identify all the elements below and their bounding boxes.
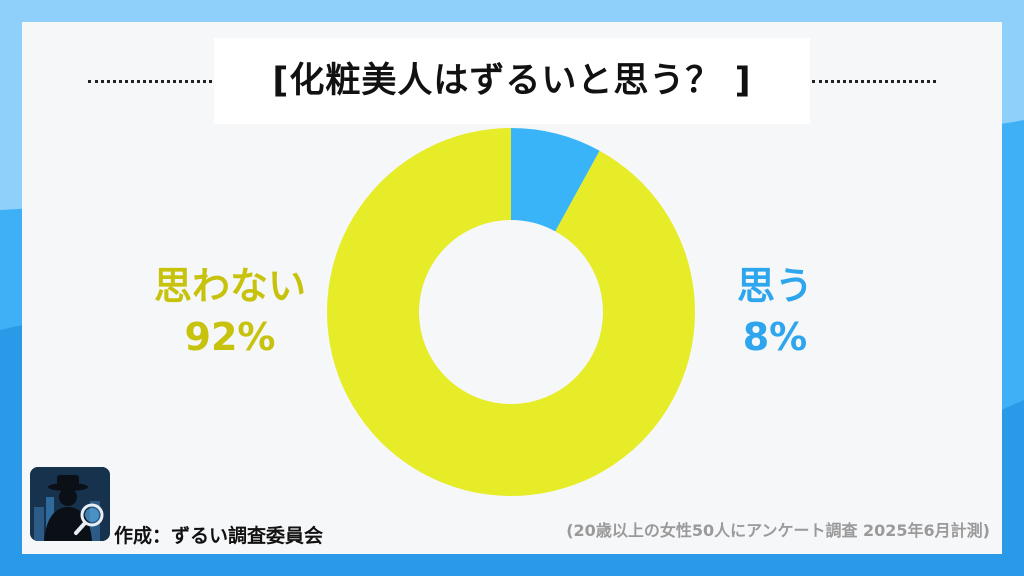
survey-note: (20歳以上の女性50人にアンケート調査 2025年6月計測) [566, 521, 990, 540]
credit-text: 作成：ずるい調査委員会 [114, 525, 324, 547]
slice-no [327, 128, 695, 496]
slice-label-yes-percent: 8% [742, 315, 808, 359]
detective-magnifier-icon [30, 467, 110, 541]
slice-label-yes: 思う 8% [705, 264, 845, 362]
slice-label-no-percent: 92% [184, 315, 276, 359]
donut-chart [327, 128, 695, 496]
chart-title: [化粧美人はずるいと思う？ ] [272, 61, 752, 101]
slice-label-no-name: 思わない [153, 264, 306, 308]
slice-label-yes-name: 思う [736, 264, 813, 308]
title-dotted-rule-right [812, 80, 936, 83]
slice-label-no: 思わない 92% [130, 264, 330, 362]
title-dotted-rule-left [88, 80, 212, 83]
slice-yes [511, 128, 600, 232]
title-box: [化粧美人はずるいと思う？ ] [214, 38, 810, 124]
